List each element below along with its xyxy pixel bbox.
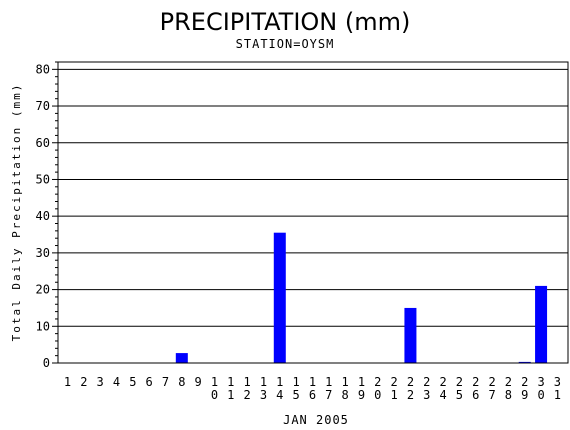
y-tick-labels: 0 10 20 30 40 50 60 70 80	[36, 62, 50, 370]
x-tick-label: 7	[162, 375, 169, 389]
bar-day-29	[518, 361, 531, 363]
y-tick-label: 0	[43, 356, 50, 370]
y-tick-label: 40	[36, 209, 50, 223]
bar-series	[175, 232, 548, 363]
y-tick-label: 50	[36, 172, 50, 186]
x-tick-label: 4	[113, 375, 120, 389]
y-tick-label: 20	[36, 283, 50, 297]
x-tick-labels: 1 2 3 4 5 6 7 8 9 1 01 11 21 31 41 51 61 71 81 92 02 12 22 32 42…	[64, 375, 561, 402]
y-tick-label: 10	[36, 319, 50, 333]
x-tick-label: 8	[178, 375, 185, 389]
x-tick-label: 5	[129, 375, 136, 389]
y-tick-label: 70	[36, 99, 50, 113]
y-tick-label: 80	[36, 62, 50, 76]
y-axis-label: Total Daily Precipitation (mm)	[10, 83, 23, 342]
plot-border	[57, 61, 569, 364]
bar-day-14	[273, 232, 286, 363]
gridlines	[58, 68, 568, 327]
y-major-ticks	[52, 68, 58, 364]
x-axis-label: JAN 2005	[283, 413, 349, 427]
bar-day-22	[404, 307, 417, 363]
y-tick-label: 60	[36, 136, 50, 150]
chart-title: PRECIPITATION (mm)	[160, 8, 411, 36]
y-tick-label: 30	[36, 246, 50, 260]
bar-day-30	[535, 285, 548, 363]
x-tick-label: 6	[146, 375, 153, 389]
x-tick-label: 1	[64, 375, 71, 389]
x-tick-label: 2	[80, 375, 87, 389]
bar-day-8	[175, 353, 188, 363]
x-tick-label: 9	[195, 375, 202, 389]
x-tick-label: 3	[97, 375, 104, 389]
chart-subtitle: STATION=OYSM	[236, 37, 335, 51]
